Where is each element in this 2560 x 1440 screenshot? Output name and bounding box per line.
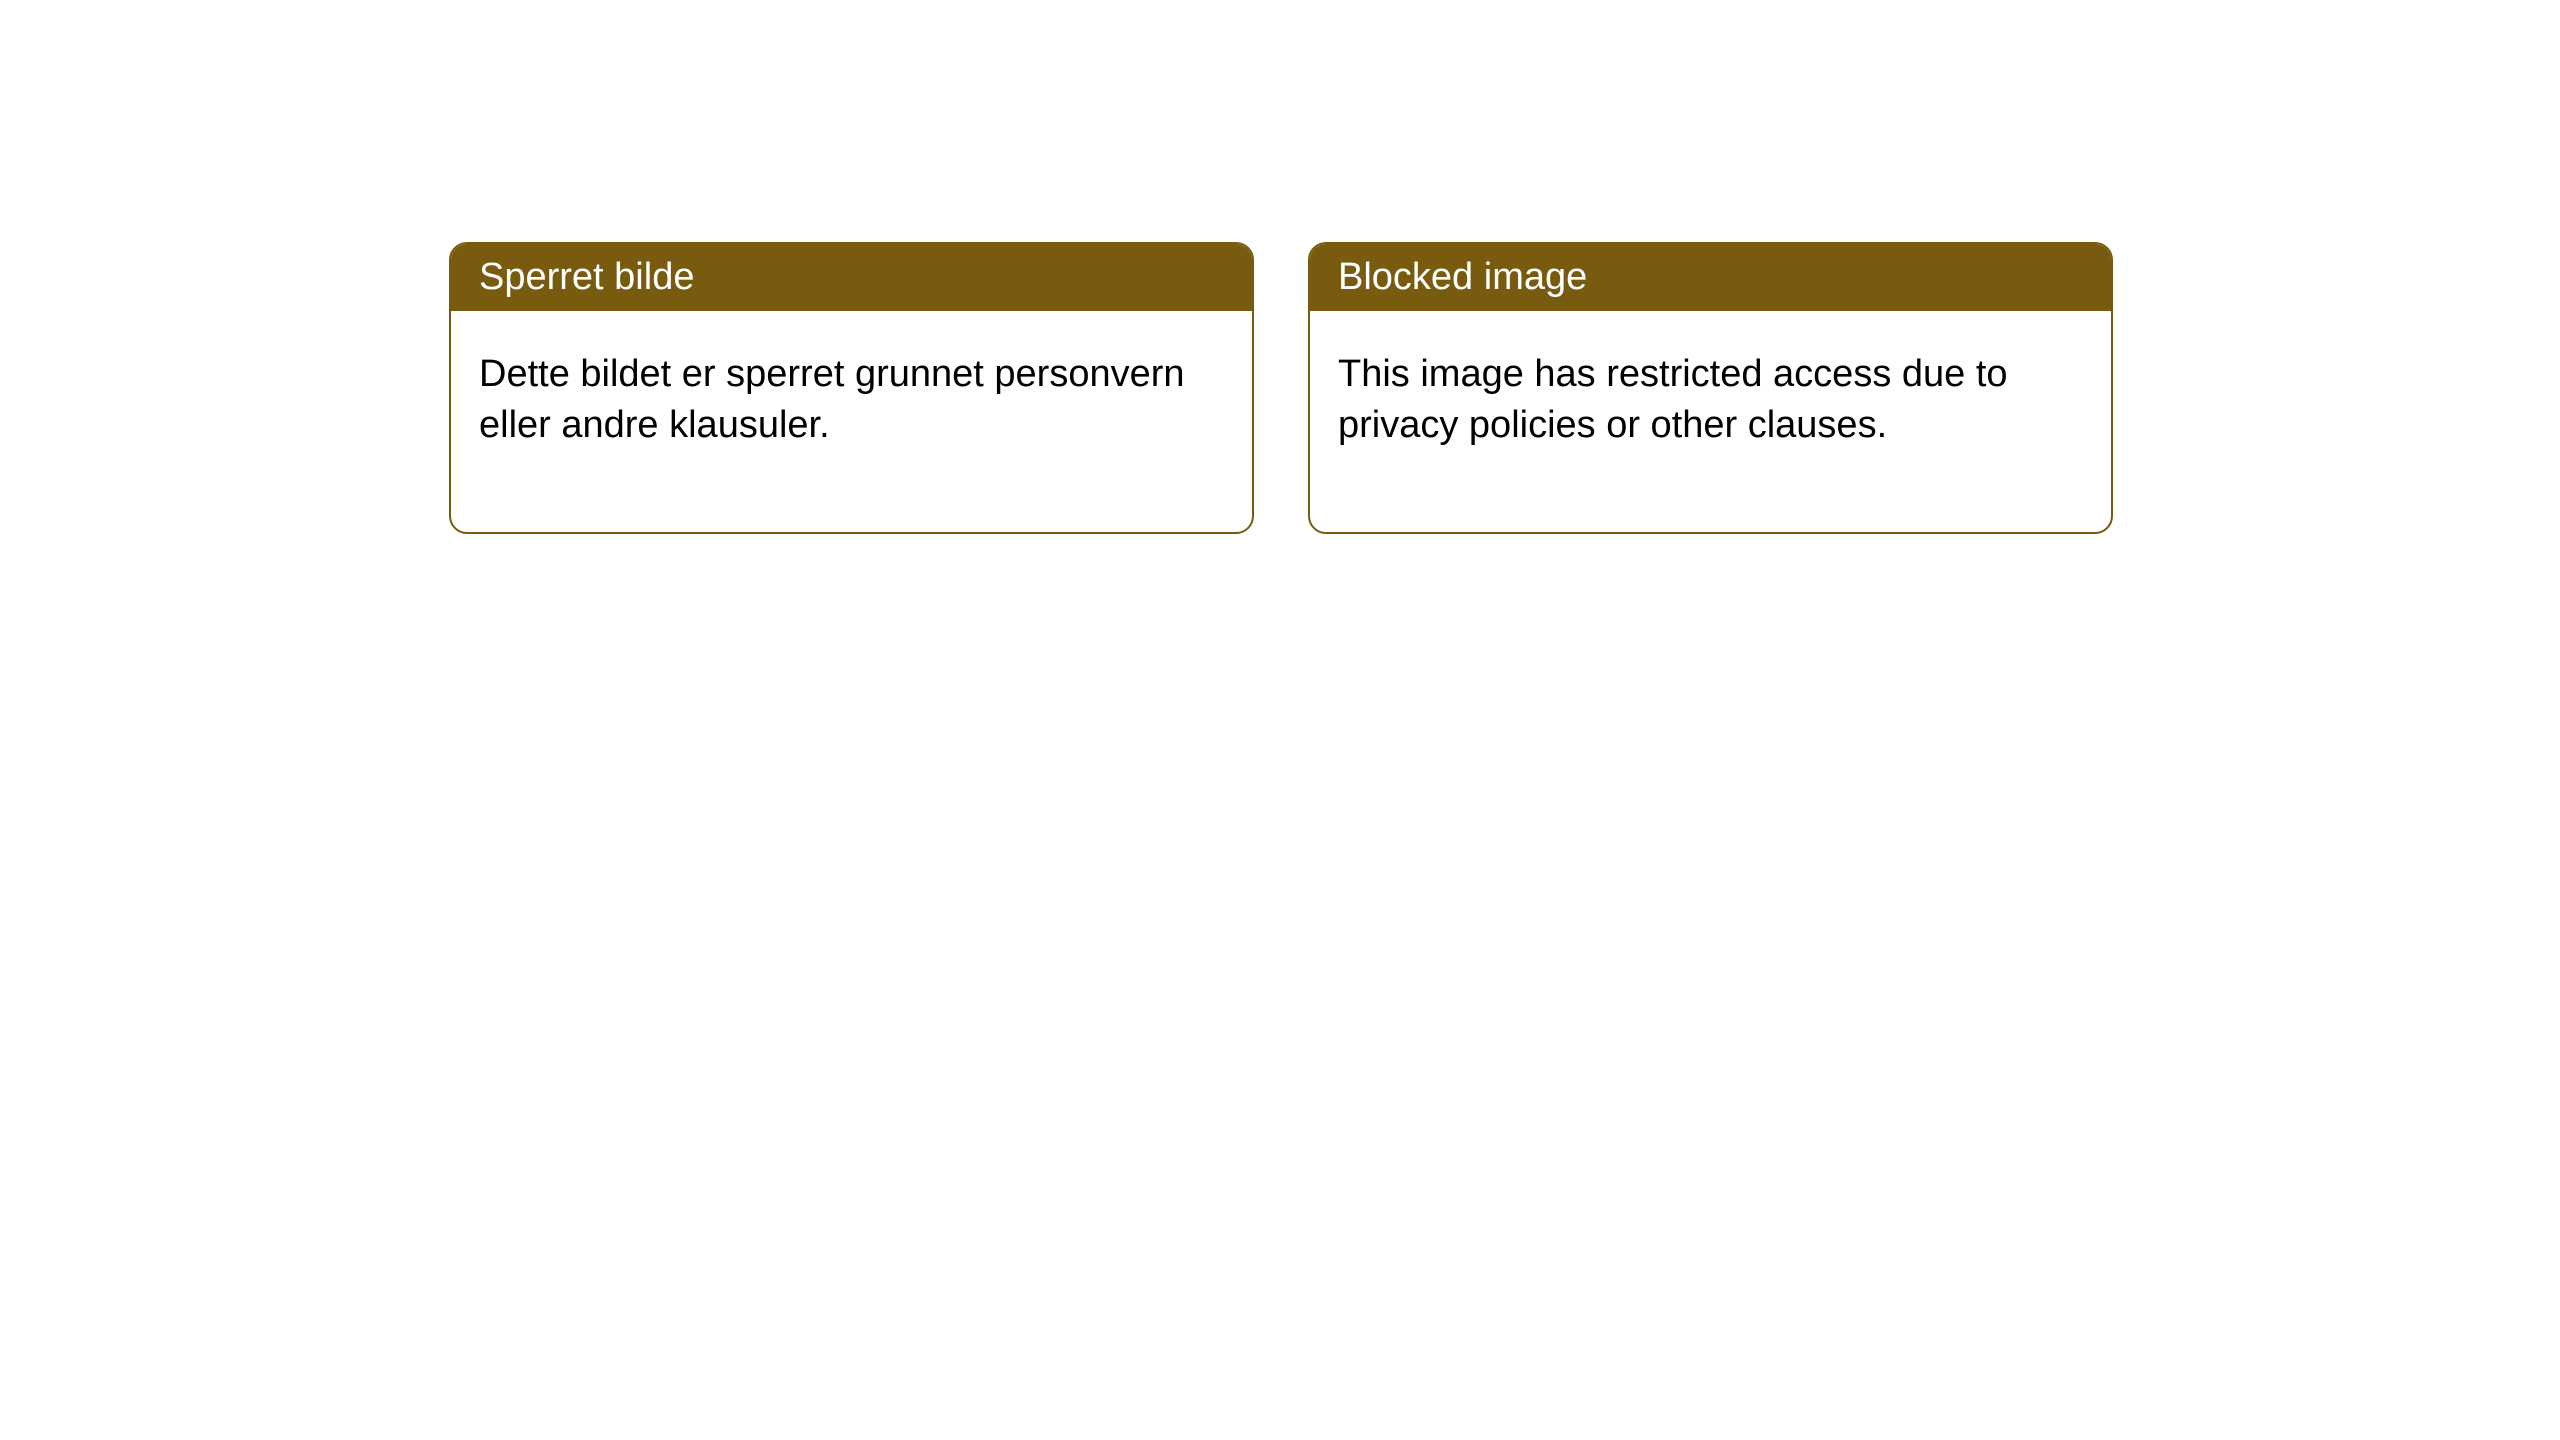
cards-container: Sperret bilde Dette bildet er sperret gr…	[0, 0, 2560, 534]
card-body-text-no: Dette bildet er sperret grunnet personve…	[479, 353, 1185, 446]
card-title-no: Sperret bilde	[479, 256, 694, 298]
card-body-text-en: This image has restricted access due to …	[1338, 353, 2008, 446]
card-body-no: Dette bildet er sperret grunnet personve…	[451, 311, 1252, 532]
card-body-en: This image has restricted access due to …	[1310, 311, 2111, 510]
card-title-en: Blocked image	[1338, 256, 1587, 298]
card-header-en: Blocked image	[1310, 244, 2111, 311]
blocked-image-card-no: Sperret bilde Dette bildet er sperret gr…	[449, 242, 1254, 534]
blocked-image-card-en: Blocked image This image has restricted …	[1308, 242, 2113, 534]
card-header-no: Sperret bilde	[451, 244, 1252, 311]
